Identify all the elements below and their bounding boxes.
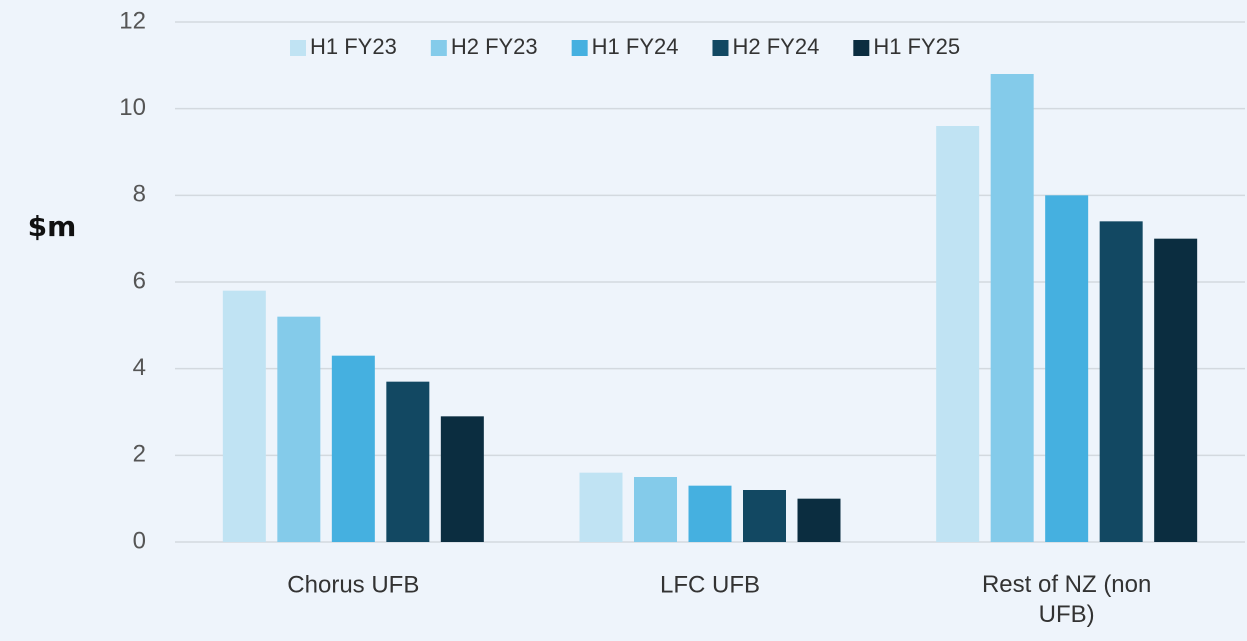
bar: [1099, 221, 1143, 543]
y-tick-label: 4: [133, 354, 146, 381]
y-axis-label: $m: [28, 210, 77, 243]
y-tick-label: 12: [119, 7, 146, 34]
bar: [634, 477, 677, 542]
bar: [440, 416, 484, 542]
legend-label: H1 FY25: [873, 34, 960, 59]
legend-swatch: [712, 40, 729, 56]
bar: [277, 316, 321, 542]
legend-swatch: [290, 40, 306, 56]
bar: [990, 74, 1034, 542]
bar: [1045, 195, 1089, 543]
legend-label: H1 FY24: [592, 34, 679, 59]
bar: [579, 472, 623, 542]
x-tick-label: LFC UFB: [660, 571, 760, 598]
bar: [936, 126, 980, 542]
legend-label: H2 FY23: [451, 34, 538, 59]
bar: [222, 290, 266, 542]
legend-swatch: [571, 40, 588, 56]
y-tick-label: 0: [133, 527, 146, 554]
bar: [743, 490, 786, 542]
y-tick-label: 8: [133, 181, 146, 208]
bar: [331, 355, 375, 542]
bar: [386, 381, 430, 542]
x-tick-label: Chorus UFB: [287, 571, 419, 598]
legend-swatch: [853, 40, 870, 56]
y-tick-label: 2: [133, 441, 146, 468]
x-tick-label: Rest of NZ (non UFB): [982, 571, 1151, 628]
bar: [797, 498, 841, 542]
legend-label: H2 FY24: [732, 34, 819, 59]
legend-swatch: [430, 40, 447, 56]
bar: [688, 485, 732, 542]
y-tick-label: 10: [119, 94, 146, 121]
y-tick-label: 6: [133, 267, 146, 294]
legend-label: H1 FY23: [310, 34, 397, 59]
bar: [1154, 238, 1198, 542]
